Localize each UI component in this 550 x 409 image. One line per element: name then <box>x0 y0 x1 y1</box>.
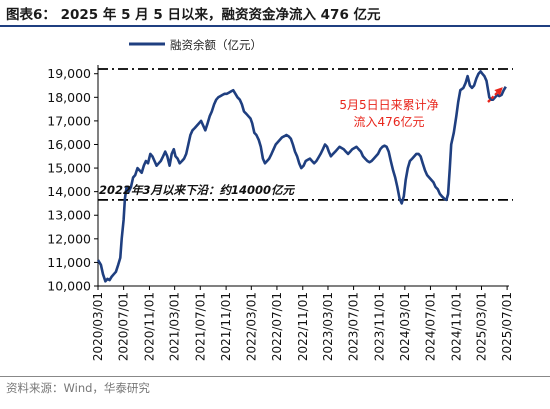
reference-lines <box>98 68 513 201</box>
legend: 融资余额（亿元） <box>129 38 262 52</box>
x-tick-label: 2020/11/01 <box>142 292 156 361</box>
x-tick-label: 2023/11/01 <box>372 292 386 361</box>
x-tick-label: 2021/03/01 <box>168 292 182 361</box>
x-tick-label: 2022/07/01 <box>270 292 284 361</box>
x-axis: 2020/03/01 2020/07/01 2020/11/01 2021/03/01… <box>91 285 514 361</box>
inflow-arrow <box>487 87 503 103</box>
inflow-annotation-line-2: 流入476亿元 <box>354 114 425 129</box>
y-tick-label: 11,000 <box>47 255 91 270</box>
x-tick-label: 2024/03/01 <box>398 292 412 361</box>
support-level-label: 2022年3月以来下沿：约14000亿元 <box>99 183 296 197</box>
y-tick-label: 14,000 <box>47 184 91 199</box>
x-tick-label: 2020/07/01 <box>117 292 131 361</box>
figure-title: 图表6： 2025 年 5 月 5 日以来，融资资金净流入 476 亿元 <box>6 7 381 23</box>
x-tick-label: 2025/07/01 <box>500 292 514 361</box>
y-tick-label: 18,000 <box>47 90 91 105</box>
y-tick-label: 15,000 <box>47 161 91 176</box>
y-tick-label: 16,000 <box>47 137 91 152</box>
title-rule <box>0 25 550 27</box>
y-tick-label: 12,000 <box>47 231 91 246</box>
y-tick-label: 10,000 <box>47 279 91 294</box>
y-tick-label: 17,000 <box>47 113 91 128</box>
x-tick-label: 2023/03/01 <box>321 292 335 361</box>
legend-label: 融资余额（亿元） <box>170 38 262 52</box>
source-note: 资料来源：Wind，华泰研究 <box>6 381 150 395</box>
x-tick-label: 2022/11/01 <box>296 292 310 361</box>
series-line-margin-balance <box>96 70 507 283</box>
x-tick-label: 2022/03/01 <box>244 292 258 361</box>
x-tick-label: 2021/11/01 <box>219 292 233 361</box>
y-tick-label: 19,000 <box>47 66 91 81</box>
x-tick-label: 2024/11/01 <box>449 292 463 361</box>
y-tick-label: 13,000 <box>47 208 91 223</box>
margin-balance-chart: 融资余额（亿元） 10,00011,00012,00013,00014,0001… <box>47 38 514 361</box>
y-axis: 10,000 11,000 12,000 13,000 14,000 15,000 16,0… <box>47 65 99 294</box>
x-tick-label: 2023/07/01 <box>347 292 361 361</box>
x-tick-label: 2025/03/01 <box>474 292 488 361</box>
inflow-annotation-line-1: 5月5日日来累计净 <box>339 98 438 112</box>
x-tick-label: 2024/07/01 <box>423 292 437 361</box>
x-tick-label: 2020/03/01 <box>91 292 105 361</box>
source-rule <box>0 376 550 377</box>
x-tick-label: 2021/07/01 <box>193 292 207 361</box>
inflow-annotation: 5月5日日来累计净 流入476亿元 <box>339 87 503 129</box>
